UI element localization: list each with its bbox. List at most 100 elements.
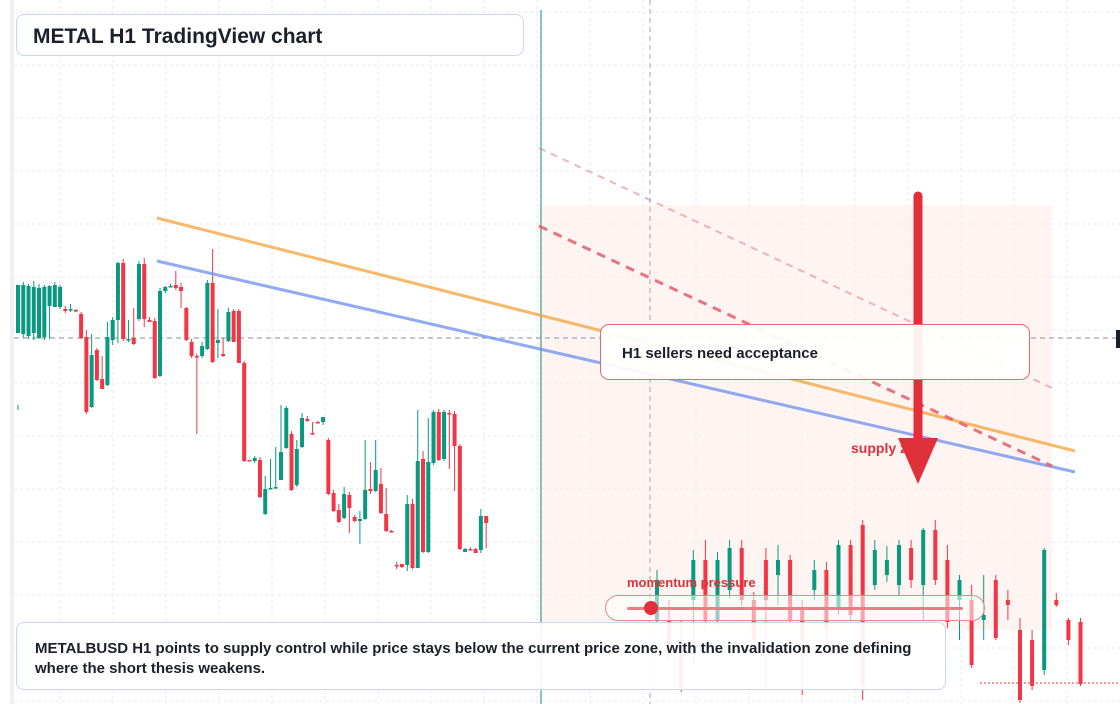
candle-body	[1066, 620, 1071, 640]
candle-body	[31, 287, 36, 333]
candle-body	[52, 285, 57, 307]
candle-body	[136, 264, 141, 319]
candle-body	[205, 283, 210, 349]
candle-body	[897, 545, 901, 585]
candle-body	[247, 460, 252, 462]
candle-body	[909, 548, 914, 580]
candle-body	[378, 484, 383, 513]
candle-body	[431, 412, 436, 463]
candle-body	[294, 449, 299, 485]
candle-body	[115, 263, 120, 320]
chart-left-edge	[10, 0, 14, 704]
arrow-down-icon	[898, 438, 938, 484]
candle-body	[210, 283, 215, 362]
candle-body	[415, 461, 420, 568]
candle-body	[981, 615, 986, 620]
candle-body	[42, 287, 47, 337]
supply-zone-label: supply zone	[851, 440, 932, 456]
candle-body	[421, 459, 426, 552]
candle-body	[236, 311, 241, 363]
candle-body	[16, 285, 20, 333]
candle-body	[848, 545, 853, 615]
candle-body	[691, 560, 696, 600]
candle-body	[326, 440, 331, 494]
candle-body	[357, 519, 362, 521]
candle-body	[242, 363, 247, 461]
candle-body	[426, 462, 431, 552]
candle-body	[336, 510, 341, 522]
candle-body	[252, 458, 257, 461]
candle-body	[63, 309, 68, 311]
candle-body	[168, 286, 173, 288]
callout-text: H1 sellers need acceptance	[622, 345, 818, 362]
candle-body	[1054, 600, 1059, 605]
candle-body	[73, 310, 78, 312]
candle-body	[703, 560, 708, 620]
candle-body	[945, 560, 950, 622]
momentum-label: momentum pressure	[627, 575, 756, 590]
candle-body	[47, 286, 52, 306]
candle-body	[812, 570, 817, 590]
candle-body	[257, 460, 262, 497]
candle-body	[300, 418, 305, 447]
candle-body	[933, 530, 938, 580]
momentum-track	[627, 607, 963, 610]
candle-body	[1078, 622, 1083, 684]
candle-body	[436, 412, 441, 460]
candle-body	[394, 565, 399, 567]
momentum-meter	[605, 595, 985, 621]
candle-body	[184, 308, 189, 340]
chart-title: METAL H1 TradingView chart	[33, 25, 323, 48]
candle-body	[273, 487, 278, 489]
candle-body	[347, 495, 352, 508]
candle-body	[447, 413, 452, 415]
candle-body	[179, 287, 184, 291]
candle-body	[389, 531, 394, 533]
candle-body	[152, 321, 157, 378]
candle-body	[215, 340, 220, 343]
candle-body	[478, 516, 483, 550]
candle-body	[352, 517, 357, 521]
candle-body	[131, 338, 136, 344]
summary-card: METALBUSD H1 points to supply control wh…	[16, 622, 946, 690]
candle-body	[776, 560, 780, 575]
candle-body	[884, 560, 889, 575]
candle-body	[969, 600, 974, 665]
candle-body	[788, 560, 793, 620]
candle-body	[189, 342, 194, 356]
right-edge-marker	[1116, 330, 1120, 348]
candle-body	[399, 564, 404, 567]
candle-body	[463, 549, 468, 552]
candle-body	[763, 560, 768, 600]
candle-body	[310, 433, 315, 435]
acceptance-callout: H1 sellers need acceptance	[600, 324, 1030, 380]
candle-body	[79, 314, 84, 338]
candle-body	[58, 287, 63, 307]
candle-body	[37, 288, 42, 338]
candle-body	[268, 488, 273, 490]
candle-body	[405, 504, 410, 565]
candle-body	[373, 470, 378, 491]
candle-body	[457, 446, 462, 549]
candle-body	[1030, 640, 1035, 686]
summary-text: METALBUSD H1 points to supply control wh…	[35, 640, 912, 677]
candle-body	[231, 311, 236, 342]
candle-body	[284, 408, 289, 448]
title-card: METAL H1 TradingView chart	[16, 14, 524, 56]
candle-body	[194, 356, 199, 358]
momentum-marker[interactable]	[643, 601, 658, 615]
candle-body	[468, 549, 473, 551]
candle-body	[342, 494, 347, 518]
candle-body	[1042, 550, 1047, 670]
candle-body	[993, 580, 998, 638]
supply-zone-area	[537, 205, 1052, 630]
candle-body	[957, 580, 962, 600]
candle-body	[384, 514, 389, 531]
candle-body	[121, 263, 126, 339]
candle-body	[331, 493, 336, 511]
candle-body	[836, 545, 841, 608]
candle-body	[173, 285, 178, 288]
candle-body	[442, 412, 447, 459]
candle-body	[368, 489, 373, 491]
